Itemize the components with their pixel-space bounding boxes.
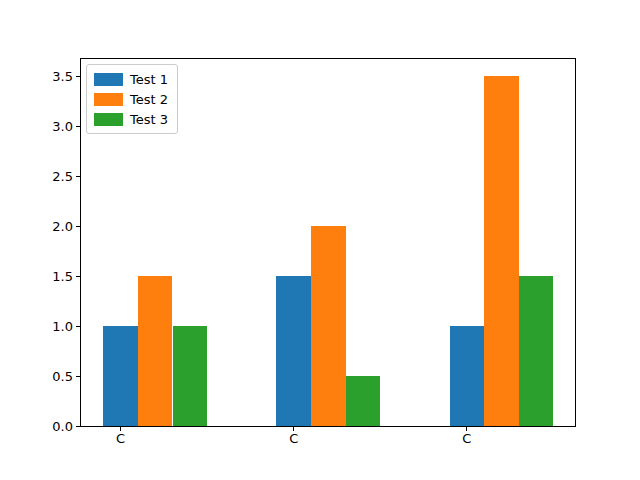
x-tick-label: C bbox=[100, 432, 141, 445]
y-tick-label: 1.5 bbox=[52, 270, 73, 283]
legend-entry: Test 2 bbox=[94, 89, 168, 109]
y-tick-mark bbox=[76, 326, 80, 327]
figure: Test 1 Test 2 Test 3 0.0 0.5 1.0 1.5 2.0 2.5 3.0… bbox=[0, 0, 640, 480]
y-tick-mark bbox=[76, 376, 80, 377]
bar-test-3-group-1 bbox=[173, 326, 208, 426]
y-tick-label: 2.0 bbox=[52, 220, 73, 233]
y-tick-label: 1.0 bbox=[52, 320, 73, 333]
y-tick-mark bbox=[76, 226, 80, 227]
y-tick-label: 2.5 bbox=[52, 170, 73, 183]
legend-label: Test 1 bbox=[130, 73, 168, 86]
bar-test-3-group-3 bbox=[519, 276, 554, 426]
legend-entry: Test 1 bbox=[94, 69, 168, 89]
bar-test-2-group-2 bbox=[311, 226, 346, 426]
y-tick-label: 0.0 bbox=[52, 420, 73, 433]
bar-test-2-group-1 bbox=[138, 276, 173, 426]
bar-test-1-group-3 bbox=[450, 326, 485, 426]
legend-swatch bbox=[94, 113, 123, 126]
y-tick-label: 3.0 bbox=[52, 120, 73, 133]
legend-swatch bbox=[94, 93, 123, 106]
bar-test-1-group-1 bbox=[103, 326, 138, 426]
x-tick-label: C bbox=[446, 432, 487, 445]
y-tick-mark bbox=[76, 176, 80, 177]
x-tick-label: C bbox=[273, 432, 314, 445]
bar-test-3-group-2 bbox=[346, 376, 381, 426]
y-tick-mark bbox=[76, 426, 80, 427]
y-tick-mark bbox=[76, 276, 80, 277]
y-tick-label: 3.5 bbox=[52, 70, 73, 83]
legend-entry: Test 3 bbox=[94, 109, 168, 129]
bar-test-2-group-3 bbox=[484, 76, 519, 426]
bar-test-1-group-2 bbox=[276, 276, 311, 426]
plot-area: Test 1Test 2Test 3 0.00.51.01.52.02.53.0… bbox=[80, 58, 576, 427]
y-tick-mark bbox=[76, 126, 80, 127]
y-tick-label: 0.5 bbox=[52, 370, 73, 383]
legend: Test 1 Test 2 Test 3 bbox=[86, 64, 178, 134]
legend-label: Test 2 bbox=[130, 93, 168, 106]
y-tick-mark bbox=[76, 76, 80, 77]
legend-label: Test 3 bbox=[130, 113, 168, 126]
legend-swatch bbox=[94, 73, 123, 86]
